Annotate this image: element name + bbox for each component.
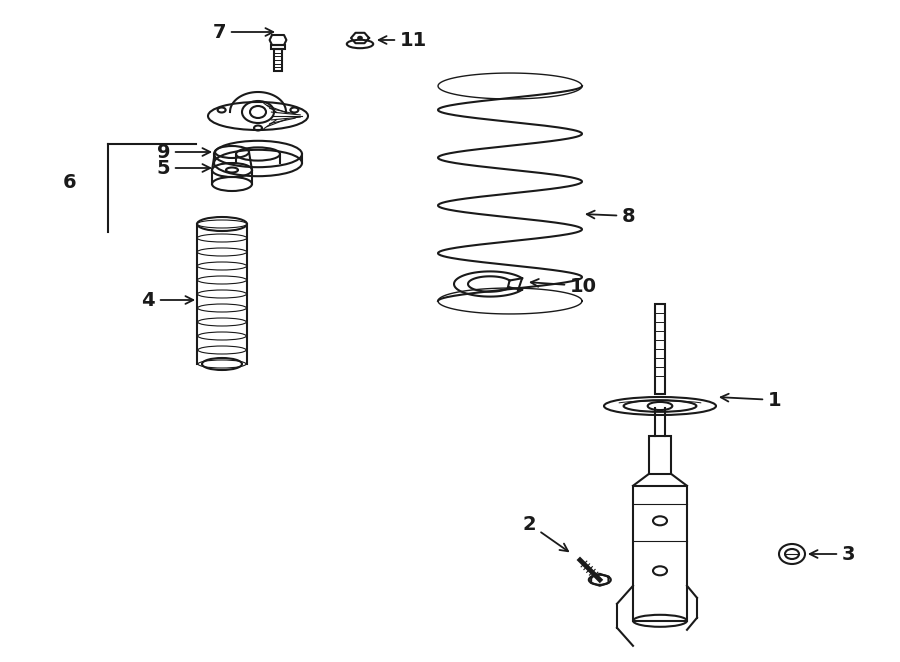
Bar <box>649 436 671 474</box>
Text: 8: 8 <box>587 207 635 226</box>
Bar <box>655 304 665 394</box>
Bar <box>274 49 282 71</box>
Text: 6: 6 <box>63 173 76 191</box>
Text: 1: 1 <box>721 391 781 410</box>
Text: 10: 10 <box>531 277 597 295</box>
Text: 2: 2 <box>522 514 568 551</box>
Text: 9: 9 <box>157 142 211 162</box>
Text: 3: 3 <box>810 545 856 563</box>
Text: 11: 11 <box>379 30 428 50</box>
Bar <box>271 45 285 49</box>
Text: 5: 5 <box>157 158 211 177</box>
Text: 4: 4 <box>141 291 194 310</box>
Bar <box>633 486 687 621</box>
Text: 7: 7 <box>212 23 274 42</box>
